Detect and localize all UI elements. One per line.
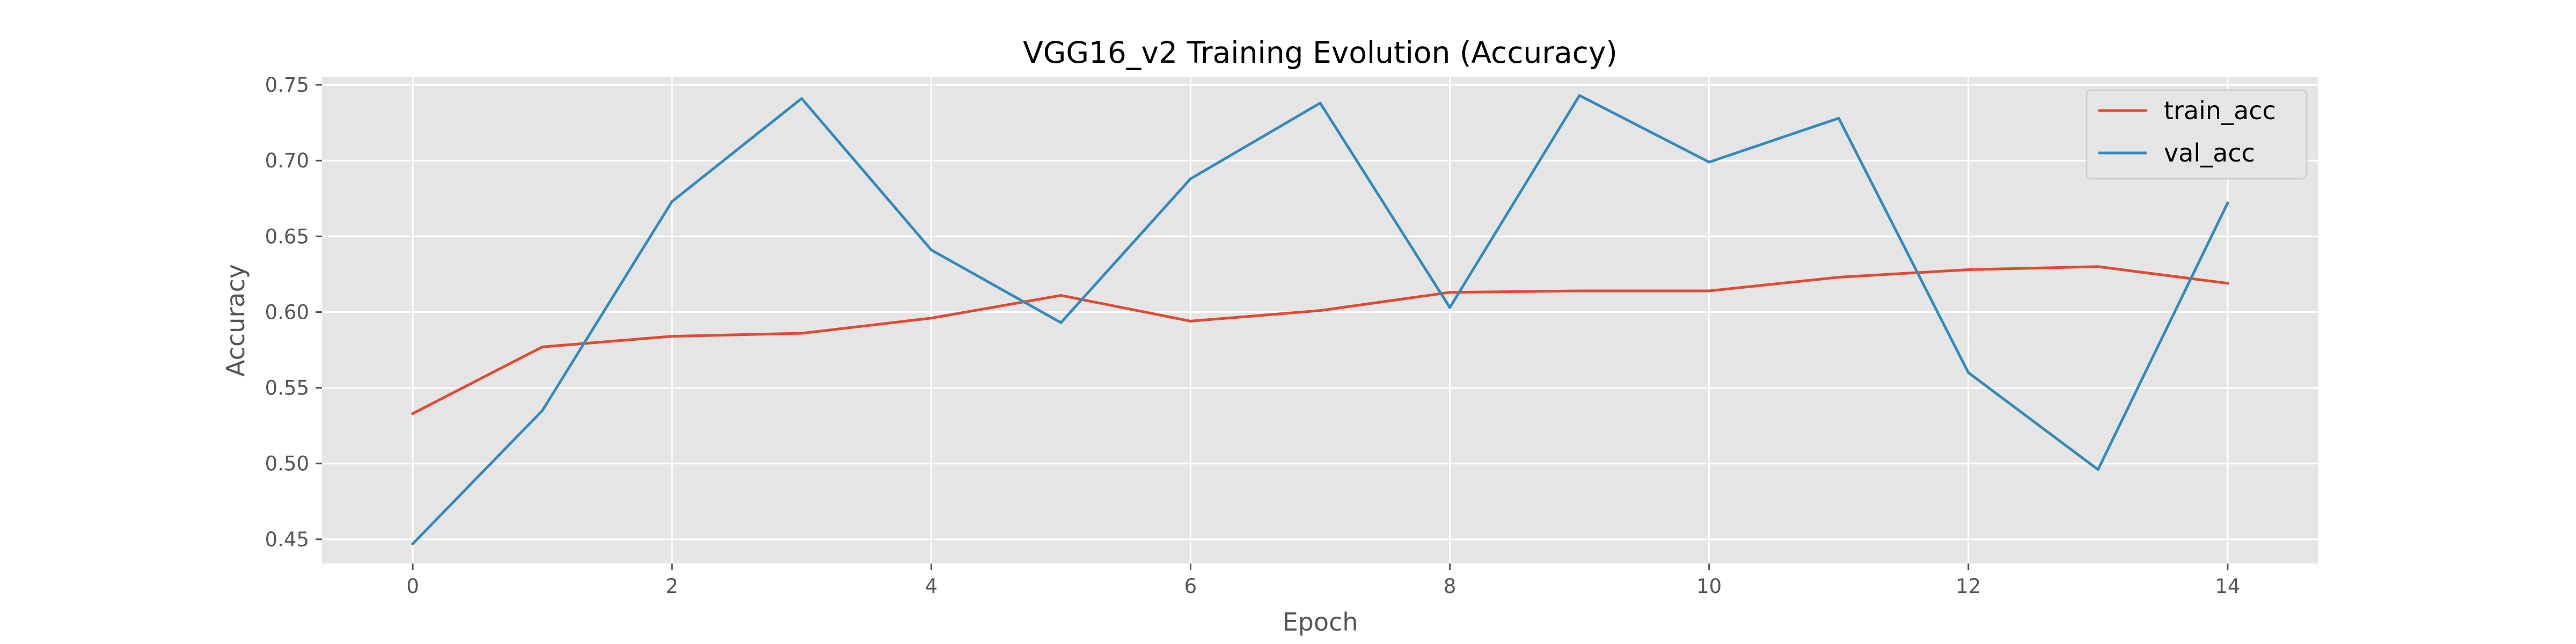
y-tick-label: 0.75 xyxy=(265,74,309,97)
y-axis-label: Accuracy xyxy=(221,264,250,377)
legend: train_acc val_acc xyxy=(2087,90,2307,179)
y-tick-label: 0.60 xyxy=(265,301,309,324)
legend-label-train-acc: train_acc xyxy=(2164,96,2276,125)
x-tick-label: 4 xyxy=(925,575,938,598)
x-tick-label: 6 xyxy=(1184,575,1197,598)
x-tick-label: 12 xyxy=(1956,575,1981,598)
y-tick-label: 0.45 xyxy=(265,528,309,551)
x-tick-label: 2 xyxy=(665,575,678,598)
x-tick-label: 0 xyxy=(406,575,419,598)
plot-area xyxy=(322,77,2318,564)
x-axis-label: Epoch xyxy=(1283,608,1358,636)
y-tick-label: 0.50 xyxy=(265,452,309,475)
x-tick-label: 10 xyxy=(1696,575,1722,598)
legend-label-val-acc: val_acc xyxy=(2164,138,2255,167)
y-tick-label: 0.55 xyxy=(265,377,309,400)
y-tick-label: 0.65 xyxy=(265,225,309,248)
chart-title: VGG16_v2 Training Evolution (Accuracy) xyxy=(1023,35,1618,70)
x-tick-label: 14 xyxy=(2215,575,2240,598)
x-tick-label: 8 xyxy=(1444,575,1457,598)
y-tick-label: 0.70 xyxy=(265,149,309,172)
